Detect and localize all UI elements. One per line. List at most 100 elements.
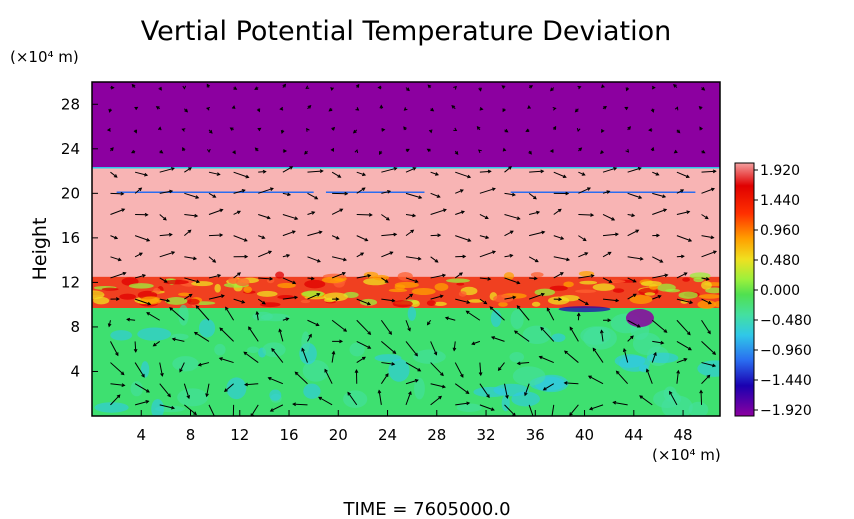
wind-arrow-head bbox=[427, 84, 432, 89]
wind-arrow-head bbox=[680, 254, 685, 259]
wind-arrow bbox=[553, 256, 570, 261]
wind-arrow-head bbox=[607, 318, 612, 323]
wind-arrow-head bbox=[232, 416, 235, 419]
wind-arrow-head bbox=[182, 147, 186, 151]
wind-arrow bbox=[405, 341, 418, 357]
wind-arrow bbox=[455, 189, 464, 194]
wind-arrow bbox=[471, 340, 481, 345]
wind-arrow bbox=[294, 371, 308, 385]
wind-arrow-head bbox=[110, 85, 115, 90]
wind-arrow-head bbox=[194, 213, 199, 218]
wind-arrow bbox=[430, 362, 444, 376]
transition-blob bbox=[410, 300, 420, 308]
wind-arrow-head bbox=[224, 388, 228, 393]
wind-arrow bbox=[208, 274, 221, 279]
wind-arrow-head bbox=[205, 106, 211, 111]
wind-arrow-head bbox=[271, 347, 275, 352]
wind-arrow bbox=[652, 295, 661, 300]
wind-arrow-head bbox=[159, 149, 164, 154]
wind-arrow-head bbox=[414, 279, 419, 283]
wind-arrow-head bbox=[261, 235, 266, 239]
wind-arrow-head bbox=[577, 85, 582, 90]
wind-arrow-head bbox=[412, 167, 417, 171]
wind-arrow-head bbox=[248, 326, 252, 331]
transition-blob bbox=[324, 297, 336, 303]
wind-arrow-head bbox=[585, 301, 589, 305]
wind-arrow bbox=[479, 170, 491, 173]
wind-arrow-head bbox=[168, 232, 173, 237]
wind-arrow-head bbox=[179, 368, 183, 373]
wind-arrow bbox=[381, 341, 396, 354]
wind-arrow bbox=[159, 167, 175, 173]
wind-arrow-head bbox=[229, 127, 234, 131]
wind-arrow-head bbox=[193, 256, 198, 261]
wind-arrow-head bbox=[244, 254, 249, 259]
wind-arrow-head bbox=[266, 215, 271, 220]
wind-arrow-head bbox=[601, 129, 605, 133]
wind-arrow-head bbox=[146, 238, 151, 242]
wind-arrow-head bbox=[590, 274, 595, 278]
wind-arrow bbox=[184, 229, 192, 237]
wind-arrow bbox=[184, 192, 199, 199]
wind-arrow-head bbox=[574, 108, 579, 113]
wind-arrow-head bbox=[660, 340, 665, 345]
wind-arrow bbox=[589, 404, 604, 410]
wind-arrow-head bbox=[625, 148, 630, 153]
wind-arrow-head bbox=[155, 106, 160, 110]
lower-patch bbox=[198, 318, 216, 338]
wind-arrow-head bbox=[410, 229, 415, 234]
wind-arrow-head bbox=[453, 127, 458, 132]
wind-arrow-head bbox=[138, 252, 143, 257]
wind-arrow bbox=[127, 318, 136, 321]
wind-arrow-head bbox=[289, 166, 294, 170]
wind-arrow bbox=[159, 404, 175, 409]
wind-arrow-head bbox=[108, 108, 113, 113]
wind-arrow-head bbox=[133, 348, 138, 353]
wind-arrow-head bbox=[212, 194, 217, 198]
y-tick-label: 12 bbox=[61, 273, 80, 291]
wind-arrow bbox=[331, 208, 343, 215]
wind-arrow bbox=[307, 277, 314, 280]
wind-arrow-head bbox=[467, 174, 472, 179]
x-axis-ticks: 4 8 12 16 20 24 28 32 36 40 44 48 bbox=[136, 410, 693, 444]
wind-arrow-head bbox=[387, 189, 392, 194]
wind-arrow-head bbox=[581, 172, 586, 176]
wind-arrow bbox=[652, 256, 663, 263]
wind-arrow-head bbox=[316, 258, 321, 263]
wind-arrow-head bbox=[492, 250, 497, 254]
wind-arrow bbox=[225, 307, 235, 321]
transition-blob bbox=[388, 288, 408, 293]
wind-arrow-head bbox=[311, 211, 316, 215]
transition-blob bbox=[458, 291, 467, 297]
wind-arrow bbox=[652, 209, 667, 215]
wind-arrow bbox=[430, 383, 446, 388]
wind-arrow bbox=[279, 329, 284, 342]
wind-arrow-head bbox=[286, 253, 291, 258]
wind-arrow-head bbox=[452, 347, 457, 352]
wind-arrow bbox=[676, 370, 679, 384]
wind-arrow-head bbox=[254, 86, 259, 90]
wind-arrow bbox=[627, 229, 639, 237]
y-axis-ticks: 4 8 12 16 20 24 28 bbox=[61, 95, 98, 380]
wind-arrow-head bbox=[516, 305, 521, 309]
wind-arrow-head bbox=[459, 189, 464, 193]
colorbar-tick-label: −1.440 bbox=[760, 373, 812, 389]
wind-arrow bbox=[676, 211, 690, 215]
wind-arrow-head bbox=[352, 129, 357, 134]
wind-arrow-head bbox=[262, 169, 267, 174]
wind-arrow-head bbox=[465, 310, 470, 315]
wind-arrow bbox=[539, 356, 554, 364]
wind-arrow-head bbox=[368, 213, 373, 217]
wind-arrow-head bbox=[501, 85, 506, 89]
wind-arrow-head bbox=[241, 189, 246, 193]
wind-arrow bbox=[600, 330, 604, 342]
wind-arrow-head bbox=[611, 217, 616, 221]
wind-arrow-head bbox=[335, 235, 340, 240]
wind-arrow-head bbox=[685, 174, 690, 179]
wind-arrow-head bbox=[489, 306, 494, 311]
wind-arrow-head bbox=[115, 352, 119, 357]
wind-arrow-head bbox=[220, 294, 225, 298]
wind-arrow bbox=[356, 298, 371, 305]
wind-arrow bbox=[378, 390, 382, 405]
y-tick-label: 20 bbox=[61, 184, 80, 202]
